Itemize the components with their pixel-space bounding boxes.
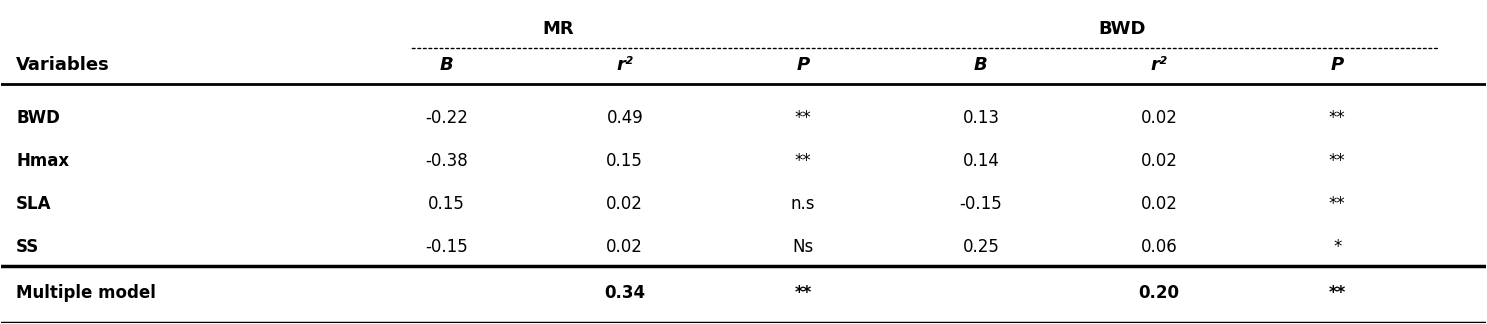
Text: P: P: [796, 55, 809, 74]
Text: B: B: [440, 55, 454, 74]
Text: -0.22: -0.22: [425, 109, 468, 127]
Text: 0.20: 0.20: [1139, 284, 1179, 302]
Text: *: *: [1332, 237, 1341, 256]
Text: 0.02: 0.02: [1141, 152, 1178, 170]
Text: 0.15: 0.15: [428, 195, 465, 213]
Text: 0.02: 0.02: [607, 237, 644, 256]
Text: 0.14: 0.14: [962, 152, 999, 170]
Text: 0.06: 0.06: [1141, 237, 1178, 256]
Text: **: **: [794, 109, 812, 127]
Text: 0.15: 0.15: [607, 152, 644, 170]
Text: 0.34: 0.34: [604, 284, 645, 302]
Text: P: P: [1331, 55, 1344, 74]
Text: 0.25: 0.25: [962, 237, 999, 256]
Text: **: **: [1328, 284, 1346, 302]
Text: MR: MR: [543, 20, 574, 38]
Text: BWD: BWD: [16, 109, 59, 127]
Text: -0.38: -0.38: [425, 152, 468, 170]
Text: **: **: [1329, 195, 1346, 213]
Text: BWD: BWD: [1099, 20, 1145, 38]
Text: Hmax: Hmax: [16, 152, 70, 170]
Text: n.s: n.s: [791, 195, 815, 213]
Text: -0.15: -0.15: [425, 237, 468, 256]
Text: 0.13: 0.13: [962, 109, 999, 127]
Text: SLA: SLA: [16, 195, 52, 213]
Text: Multiple model: Multiple model: [16, 284, 156, 302]
Text: 0.49: 0.49: [607, 109, 644, 127]
Text: Ns: Ns: [793, 237, 813, 256]
Text: **: **: [1329, 109, 1346, 127]
Text: **: **: [794, 284, 812, 302]
Text: B: B: [974, 55, 987, 74]
Text: 0.02: 0.02: [607, 195, 644, 213]
Text: SS: SS: [16, 237, 40, 256]
Text: r²: r²: [1151, 55, 1167, 74]
Text: -0.15: -0.15: [959, 195, 1002, 213]
Text: r²: r²: [617, 55, 633, 74]
Text: Variables: Variables: [16, 55, 110, 74]
Text: 0.02: 0.02: [1141, 195, 1178, 213]
Text: 0.02: 0.02: [1141, 109, 1178, 127]
Text: **: **: [1329, 152, 1346, 170]
Text: **: **: [794, 152, 812, 170]
